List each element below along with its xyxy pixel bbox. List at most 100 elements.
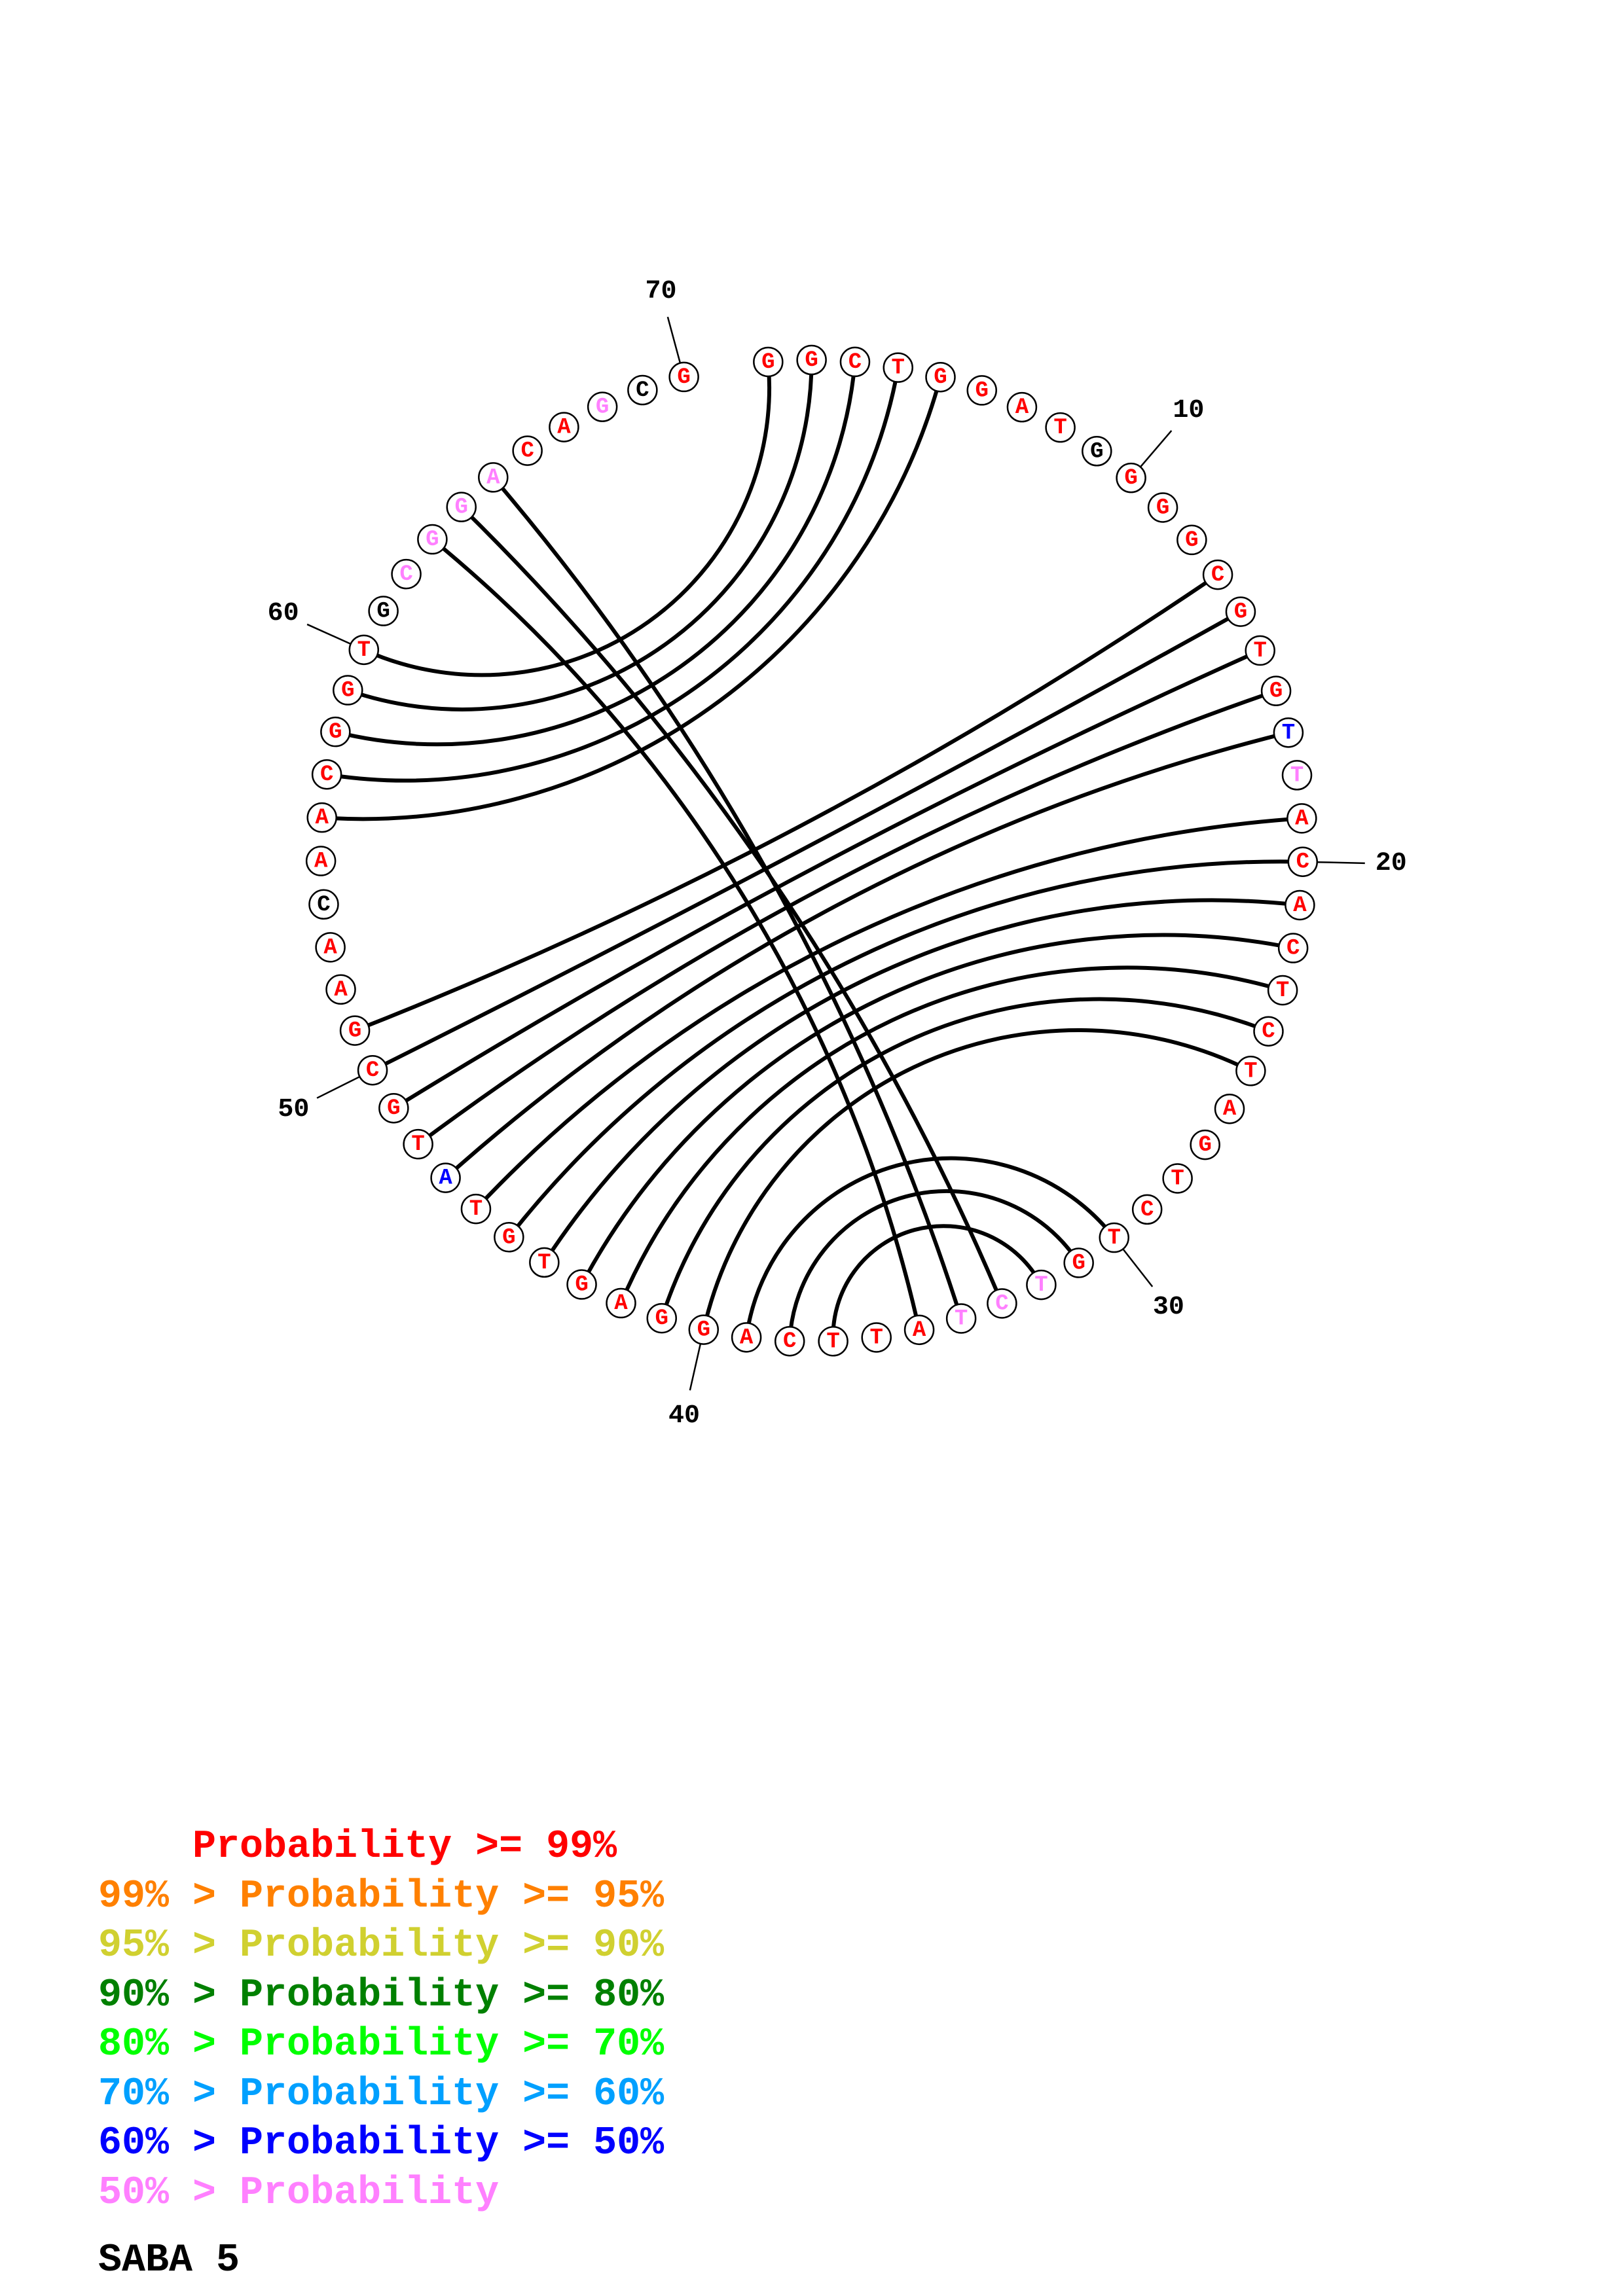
base-25: T [1235,1056,1266,1086]
base-letter: G [761,350,775,375]
pair-arc-1-60 [363,361,772,677]
index-tick-70 [666,316,682,363]
base-56: A [306,802,337,833]
pair-arc-23-42 [619,965,1283,1304]
base-letter: T [892,356,905,381]
base-61: G [368,596,399,626]
base-circle [903,1314,935,1346]
base-letter: G [329,720,342,745]
base-circle [945,1303,977,1334]
base-35: A [903,1314,935,1346]
base-7: A [1006,391,1038,423]
base-circle [320,716,351,747]
index-label-20: 20 [1376,849,1407,878]
base-26: A [1214,1093,1245,1124]
base-51: G [339,1015,371,1046]
base-letter: T [1276,978,1289,1003]
base-circle [305,846,337,876]
pair-arc-4-57 [326,367,900,783]
base-letter: A [614,1291,628,1316]
base-letter: C [1140,1198,1154,1223]
base-9: G [1082,436,1112,467]
base-letter: C [366,1058,379,1083]
base-letter: T [1244,1059,1257,1084]
base-66: C [512,435,543,466]
base-letter: A [439,1166,452,1191]
base-letter: T [1108,1226,1121,1251]
pair-arc-13-51 [354,573,1219,1033]
base-40: G [688,1314,720,1345]
base-12: G [1176,524,1207,556]
pair-arc-32-37 [831,1224,1044,1342]
base-13: C [1202,559,1233,590]
base-letter: A [557,416,571,440]
base-letter: A [740,1325,754,1350]
base-circle [987,1288,1017,1319]
index-tick-50 [316,1075,360,1099]
pair-arc-19-46 [474,816,1302,1211]
base-letter: T [955,1306,968,1331]
caption: SABA 5 [98,2238,240,2283]
base-48: T [403,1128,433,1160]
base-68: G [587,391,618,422]
base-letter: G [1124,466,1137,491]
pair-arc-20-45 [507,859,1303,1239]
base-letter: G [1072,1251,1085,1276]
base-circle [1277,933,1309,963]
base-3: C [839,346,871,378]
index-labels: 10 20 30 40 50 60 70 [268,277,1407,1431]
base-circle [627,374,658,406]
base-58: G [320,716,351,747]
base-circle [1063,1247,1094,1278]
legend-row-8: 50% > Probability [98,2170,500,2215]
base-14: G [1225,596,1256,627]
base-45: G [494,1222,524,1253]
base-circle [925,361,956,393]
base-letter: T [1171,1166,1184,1191]
legend-row-4: 90% > Probability >= 80% [98,1973,665,2018]
base-letter: T [1282,721,1295,745]
base-34: T [945,1303,977,1334]
base-circle [333,675,363,706]
base-67: A [549,412,579,442]
base-6: G [966,375,997,406]
base-38: C [774,1325,805,1357]
base-letter: A [1295,806,1309,831]
base-47: A [430,1162,461,1193]
base-circle [1267,975,1298,1006]
base-circle [839,346,871,378]
pair-arc-5-56 [321,376,943,821]
base-circle [1286,803,1317,834]
base-circle [348,634,380,666]
base-letter: G [1234,600,1247,625]
base-circle [1214,1093,1245,1124]
base-63: G [417,524,448,555]
base-letter: G [575,1273,588,1298]
base-letter: G [976,378,989,403]
base-letter: A [323,935,337,960]
base-letter: G [655,1306,668,1331]
base-22: C [1277,933,1309,963]
base-circle [1202,559,1233,590]
base-circle [549,412,579,442]
base-letter: G [341,679,354,704]
base-letter: A [913,1318,926,1343]
base-circle [403,1128,433,1160]
base-circle [378,1092,409,1124]
base-circle [1131,1194,1163,1225]
pair-arc-15-49 [392,649,1261,1110]
base-23: T [1267,975,1298,1006]
base-46: T [460,1193,492,1225]
index-label-10: 10 [1173,396,1204,425]
base-letter: C [636,378,649,403]
base-1: G [753,346,784,378]
base-41: G [646,1302,677,1334]
pair-arc-31-38 [788,1189,1081,1342]
base-circle [688,1314,720,1345]
base-letter: C [1211,563,1224,588]
pair-arc-21-44 [542,898,1300,1264]
pair-arc-22-43 [579,933,1294,1285]
base-circle [494,1222,524,1253]
pair-arc-16-48 [416,689,1277,1146]
